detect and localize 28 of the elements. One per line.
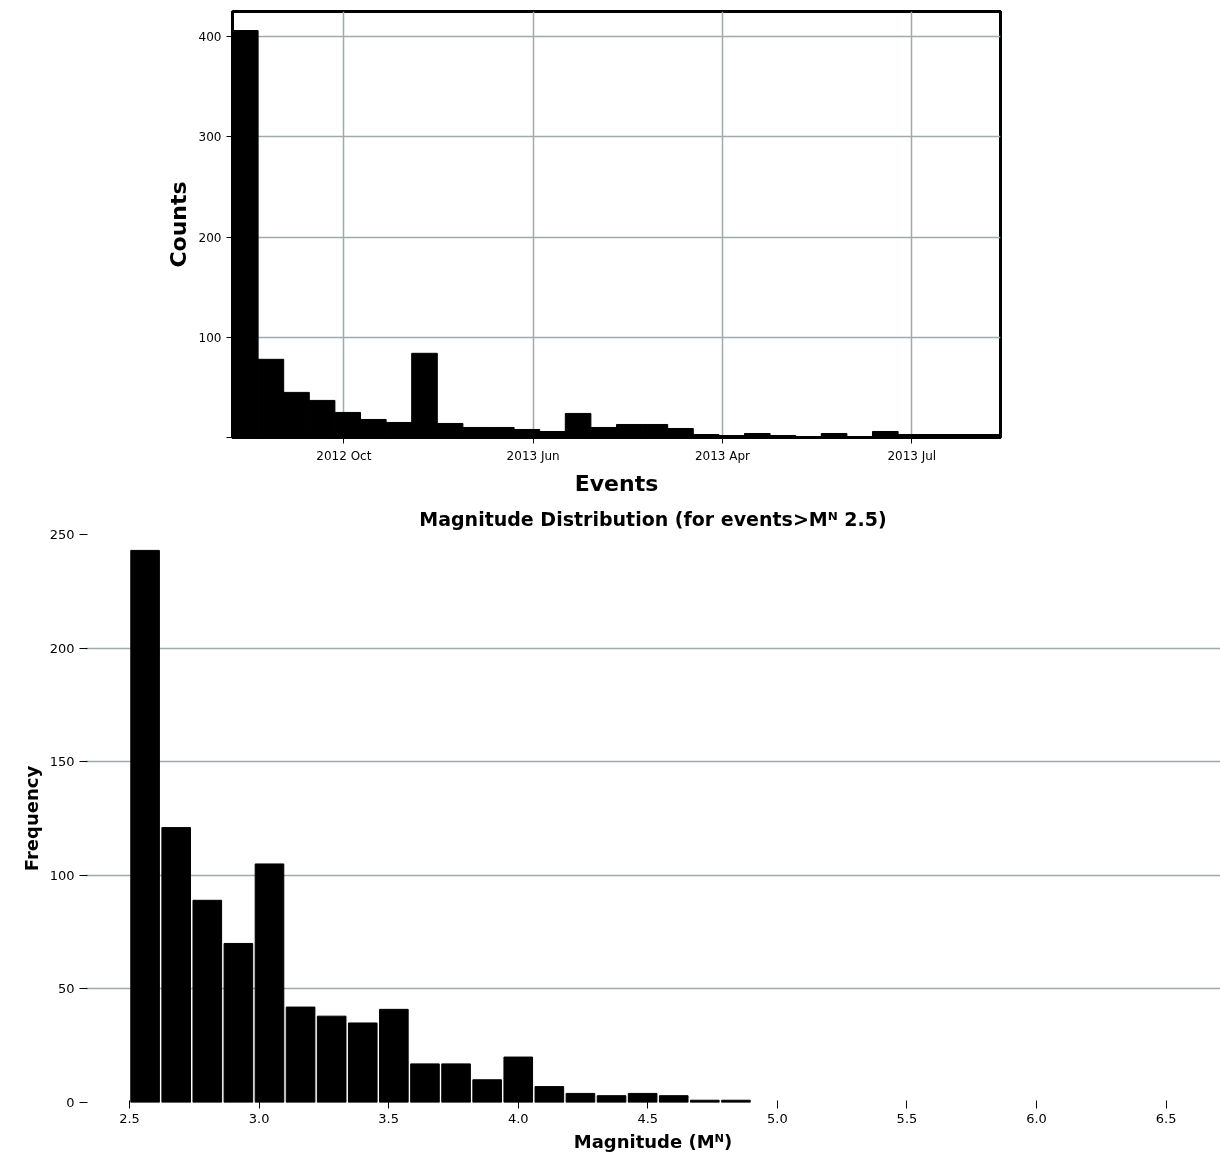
x-tick-label: 5.5: [896, 1110, 918, 1126]
x-tick-label: 3.5: [378, 1110, 400, 1126]
y-tick-label: 250: [49, 527, 75, 542]
chart-title: Magnitude Distribution (for events>Mᴺ 2.5): [419, 507, 887, 530]
x-tick-label: 4.0: [507, 1110, 529, 1126]
text: 2013 Apr: [694, 448, 751, 463]
y-tick-label: 200: [49, 640, 75, 656]
x-tick-label: 6.5: [1155, 1110, 1177, 1126]
y-tick-label: 300: [198, 130, 222, 145]
x-axis-title: Magnitude (Mᴺ): [573, 1130, 733, 1152]
x-tick-label: 4.5: [637, 1110, 659, 1126]
text: 2012 Oct: [316, 448, 372, 463]
y-axis-title: Frequency: [20, 765, 42, 872]
x-tick-label: 5.0: [767, 1110, 788, 1126]
y-tick-label: 0: [66, 1095, 75, 1110]
y-tick-label: 400: [198, 30, 222, 45]
y-axis-title: Counts: [165, 181, 191, 268]
y-tick-label: 100: [49, 867, 75, 883]
y-tick-label: 200: [198, 230, 222, 245]
x-tick-label: 6.0: [1026, 1110, 1047, 1126]
y-tick-label: 100: [198, 330, 222, 345]
x-axis-title: Events: [574, 470, 659, 496]
x-tick-label: 2.5: [119, 1110, 140, 1126]
y-tick-label: 150: [49, 754, 75, 770]
x-tick-label: 3.0: [248, 1110, 270, 1126]
text: 2013 Jul: [887, 448, 937, 463]
y-tick-label: 50: [57, 981, 75, 997]
text: 2013 Jun: [506, 448, 560, 463]
